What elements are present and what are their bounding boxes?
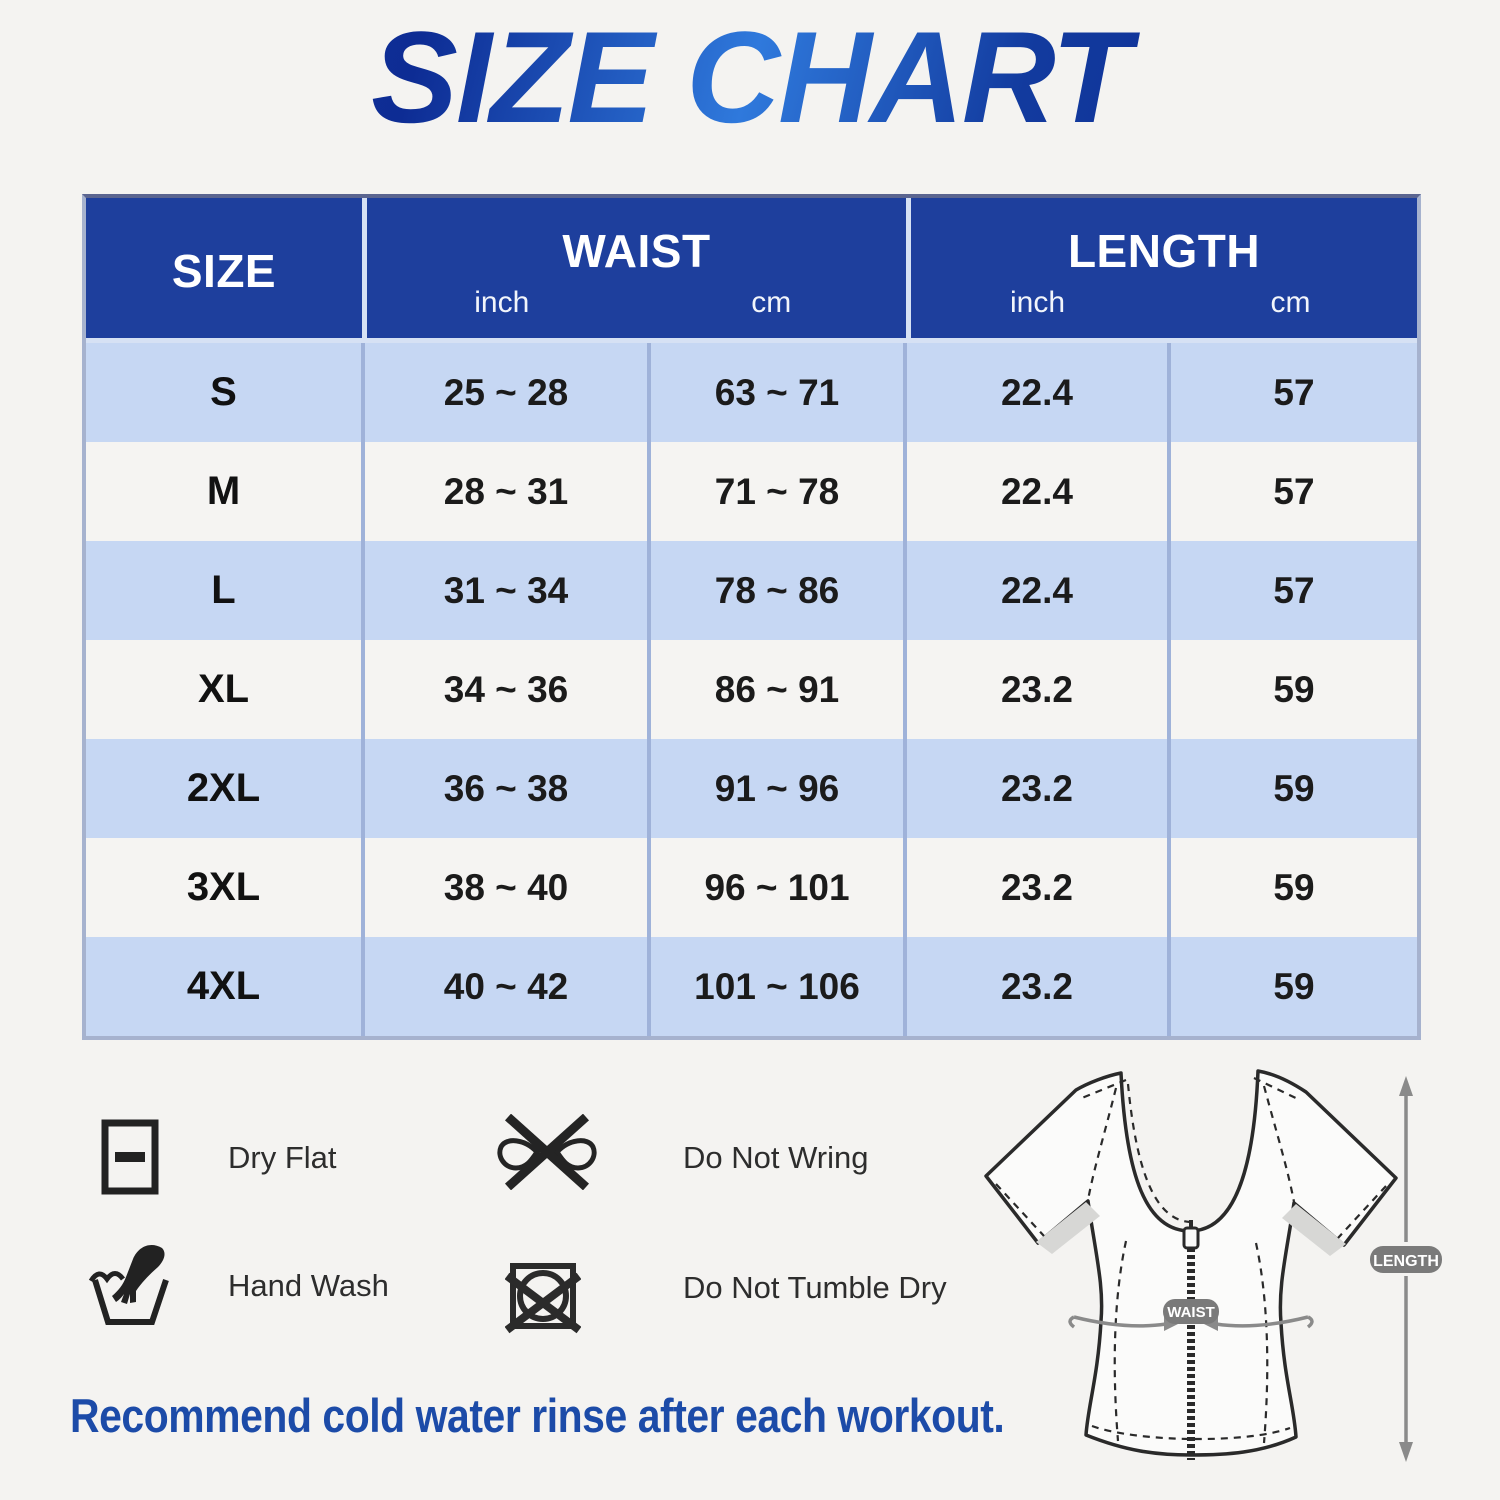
footer-note: Recommend cold water rinse after each wo… — [70, 1389, 1005, 1442]
care-label-dry-flat: Dry Flat — [228, 1140, 337, 1175]
waist-cm-value: 86 ~ 91 — [651, 640, 907, 739]
table-row: 3XL 38 ~ 40 96 ~ 101 23.2 59 — [86, 838, 1417, 937]
length-cm-value: 57 — [1273, 371, 1315, 413]
size-value: S — [86, 343, 365, 442]
table-row: L 31 ~ 34 78 ~ 86 22.4 57 — [86, 541, 1417, 640]
table-row: 4XL 40 ~ 42 101 ~ 106 23.2 59 — [86, 937, 1417, 1036]
hand-wash-icon — [88, 1240, 176, 1335]
garment-illustration-icon: WAIST LENGTH — [984, 1069, 1442, 1462]
waist-cm-value: 63 ~ 71 — [651, 343, 907, 442]
table-row: XL 34 ~ 36 86 ~ 91 23.2 59 — [86, 640, 1417, 739]
table-header-row: SIZE WAIST inch cm LENGTH inch cm — [86, 198, 1417, 343]
do-not-tumble-dry-icon — [504, 1256, 582, 1341]
length-cm-value: 59 — [1273, 767, 1315, 809]
dry-flat-icon — [100, 1118, 160, 1201]
waist-unit-cm: cm — [751, 286, 792, 319]
header-size-label: SIZE — [171, 245, 277, 297]
size-value: 2XL — [86, 739, 365, 838]
size-value: 3XL — [86, 838, 365, 937]
length-cm-value: 59 — [1273, 965, 1315, 1007]
size-table: SIZE WAIST inch cm LENGTH inch cm S 25 ~… — [82, 194, 1421, 1040]
waist-inch-value: 36 ~ 38 — [365, 739, 651, 838]
do-not-wring-icon — [493, 1113, 601, 1195]
length-inch-value: 23.2 — [907, 739, 1171, 838]
length-cm-value: 59 — [1273, 866, 1315, 908]
waist-cm-value: 96 ~ 101 — [651, 838, 907, 937]
length-cm-value: 57 — [1273, 470, 1315, 512]
length-tag: LENGTH — [1373, 1253, 1439, 1270]
waist-inch-value: 40 ~ 42 — [365, 937, 651, 1036]
table-row: S 25 ~ 28 63 ~ 71 22.4 57 — [86, 343, 1417, 442]
length-inch-value: 23.2 — [907, 640, 1171, 739]
waist-inch-value: 34 ~ 36 — [365, 640, 651, 739]
length-inch-value: 22.4 — [907, 541, 1171, 640]
waist-tag: WAIST — [1167, 1304, 1215, 1321]
length-cm-value: 57 — [1273, 569, 1315, 611]
header-waist-label: WAIST — [562, 225, 711, 277]
length-unit-cm: cm — [1270, 286, 1311, 319]
waist-unit-inch: inch — [474, 286, 530, 319]
waist-cm-value: 71 ~ 78 — [651, 442, 907, 541]
header-size: SIZE — [86, 198, 362, 338]
size-value: 4XL — [86, 937, 365, 1036]
size-value: M — [86, 442, 365, 541]
size-value: XL — [86, 640, 365, 739]
length-unit-inch: inch — [1009, 286, 1066, 319]
waist-inch-value: 31 ~ 34 — [365, 541, 651, 640]
care-label-do-not-tumble-dry: Do Not Tumble Dry — [683, 1270, 947, 1305]
header-length-label: LENGTH — [1067, 225, 1261, 277]
waist-cm-value: 78 ~ 86 — [651, 541, 907, 640]
table-row: M 28 ~ 31 71 ~ 78 22.4 57 — [86, 442, 1417, 541]
table-row: 2XL 36 ~ 38 91 ~ 96 23.2 59 — [86, 739, 1417, 838]
garment-diagram: WAIST LENGTH — [966, 1056, 1446, 1475]
care-label-hand-wash: Hand Wash — [228, 1268, 389, 1303]
waist-cm-value: 101 ~ 106 — [651, 937, 907, 1036]
header-waist: WAIST inch cm — [367, 198, 906, 338]
size-value: L — [86, 541, 365, 640]
waist-inch-value: 25 ~ 28 — [365, 343, 651, 442]
waist-units: inch cm — [367, 286, 906, 320]
care-label-do-not-wring: Do Not Wring — [683, 1140, 869, 1175]
length-inch-value: 22.4 — [907, 343, 1171, 442]
header-length: LENGTH inch cm — [911, 198, 1417, 338]
length-units: inch cm — [911, 286, 1417, 320]
waist-cm-value: 91 ~ 96 — [651, 739, 907, 838]
length-inch-value: 23.2 — [907, 937, 1171, 1036]
length-inch-value: 23.2 — [907, 838, 1171, 937]
page-title: SIZE CHART — [0, 6, 1500, 149]
length-cm-value: 59 — [1273, 668, 1315, 710]
length-inch-value: 22.4 — [907, 442, 1171, 541]
waist-inch-value: 38 ~ 40 — [365, 838, 651, 937]
waist-inch-value: 28 ~ 31 — [365, 442, 651, 541]
